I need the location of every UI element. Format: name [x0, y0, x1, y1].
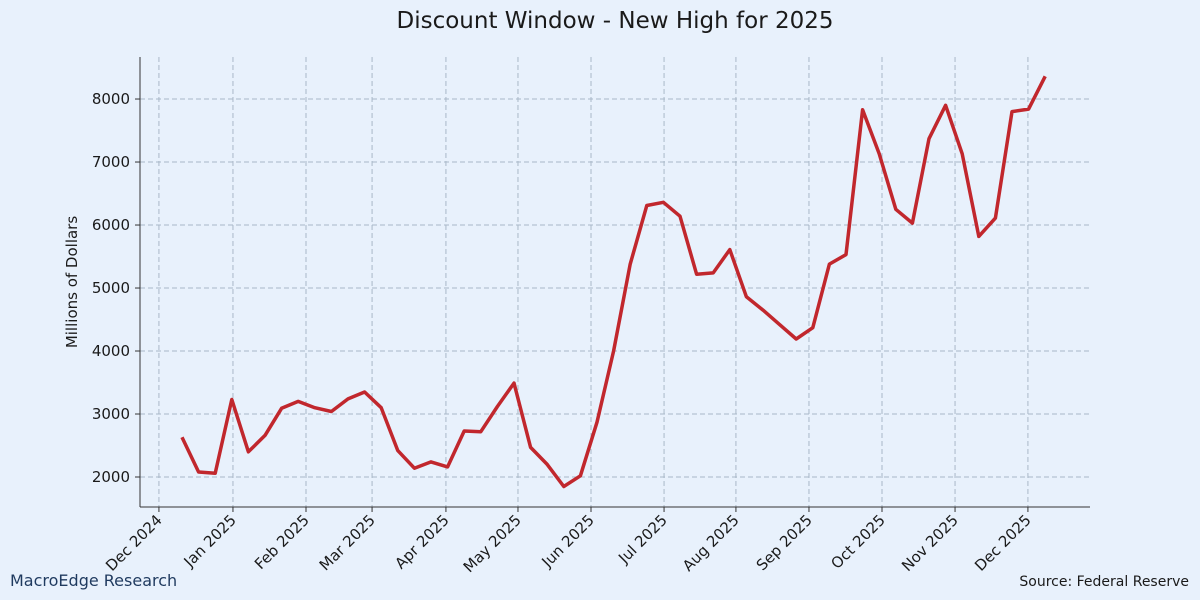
- x-tick-label: Aug 2025: [679, 511, 743, 575]
- y-tick-label: 5000: [92, 279, 130, 297]
- y-tick-label: 8000: [92, 90, 130, 108]
- y-axis-label: Millions of Dollars: [63, 216, 81, 349]
- x-tick-label: Dec 2024: [102, 511, 166, 575]
- brand-label: MacroEdge Research: [10, 571, 177, 590]
- y-tick-label: 4000: [92, 342, 130, 360]
- x-tick-label: Dec 2025: [971, 511, 1035, 575]
- x-tick-label: Jan 2025: [180, 511, 240, 571]
- source-label: Source: Federal Reserve: [1019, 574, 1189, 590]
- x-tick-label: Feb 2025: [251, 511, 313, 573]
- y-tick-label: 6000: [92, 216, 130, 234]
- x-tick-label: Jul 2025: [614, 511, 671, 568]
- x-tick-label: Oct 2025: [827, 511, 888, 572]
- x-tick-label: Nov 2025: [898, 511, 962, 575]
- data-line: [180, 75, 1047, 489]
- chart-title: Discount Window - New High for 2025: [396, 8, 833, 34]
- y-tick-label: 2000: [92, 468, 130, 486]
- x-tick-label: Apr 2025: [391, 511, 452, 572]
- x-tick-label: Mar 2025: [316, 511, 379, 574]
- y-tick-label: 7000: [92, 153, 130, 171]
- x-tick-label: Sep 2025: [753, 511, 816, 574]
- x-tick-label: May 2025: [460, 511, 525, 576]
- y-tick-label: 3000: [92, 405, 130, 423]
- x-tick-label: Jun 2025: [537, 511, 597, 571]
